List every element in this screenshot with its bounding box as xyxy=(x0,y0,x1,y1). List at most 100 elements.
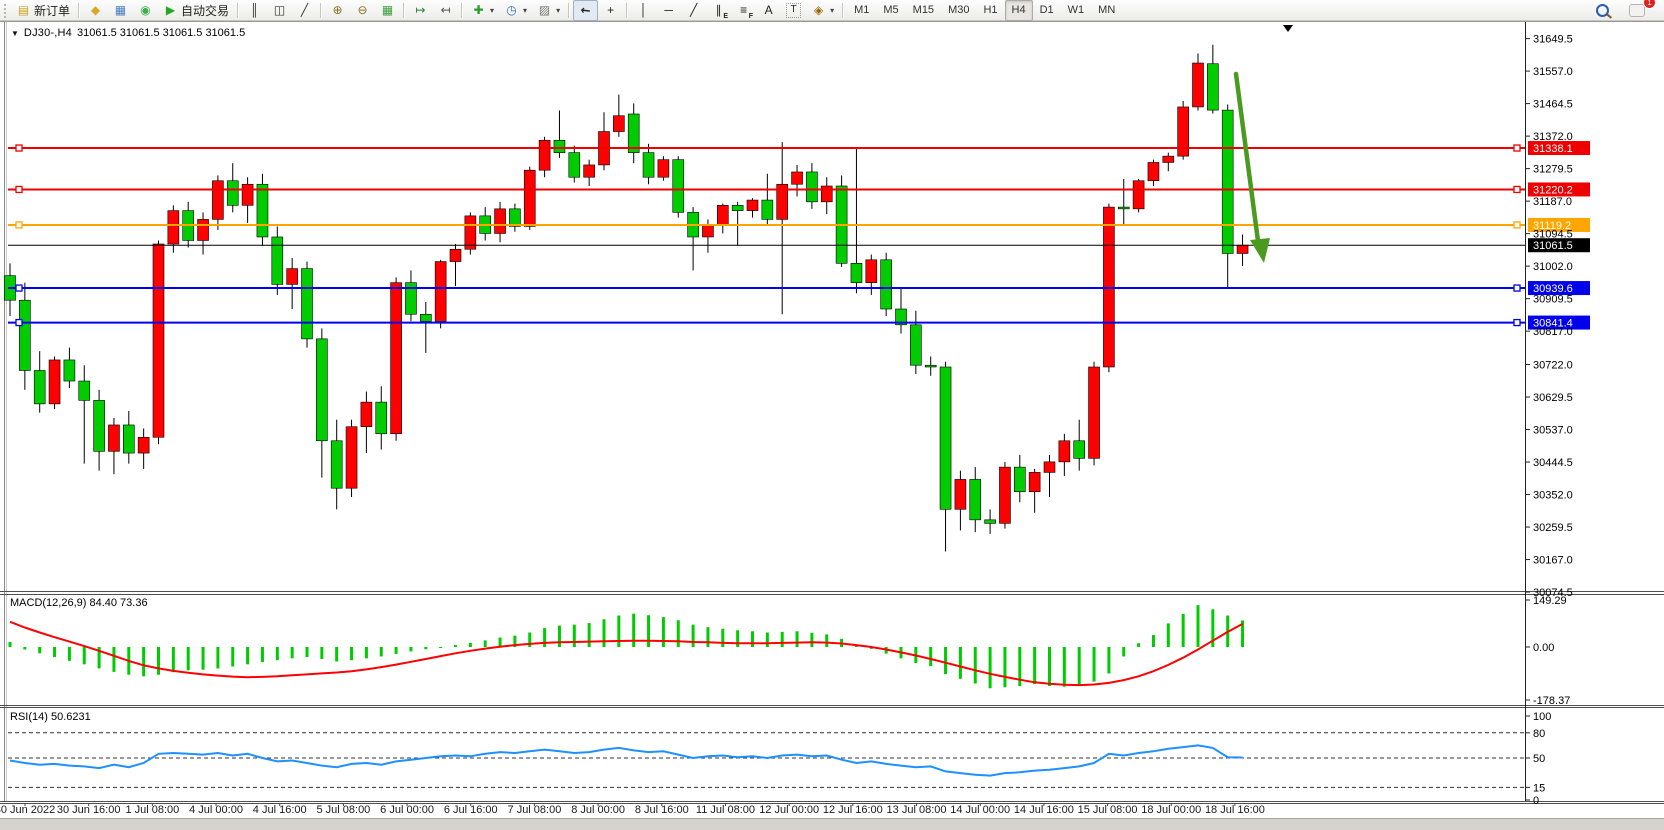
candle-body xyxy=(791,171,803,185)
line-handle[interactable] xyxy=(15,144,23,152)
macd-histogram-bar xyxy=(53,647,57,658)
vertical-line-button[interactable]: │ xyxy=(631,0,656,21)
macd-histogram-bar xyxy=(1151,635,1155,647)
macd-histogram-bar xyxy=(1166,623,1170,647)
macd-histogram-bar xyxy=(1211,609,1215,647)
price-tag: 31119.2 xyxy=(1528,217,1590,232)
date-axis-label: 13 Jul 08:00 xyxy=(887,804,947,816)
horizontal-line-object[interactable] xyxy=(8,221,1525,229)
macd-histogram-bar xyxy=(958,647,962,679)
price-axis-label: 30259.5 xyxy=(1533,522,1573,534)
candle-body xyxy=(78,380,91,401)
zoom-in-button[interactable]: ⊕ xyxy=(325,0,350,21)
timeframe-m5-button[interactable]: M5 xyxy=(883,4,899,16)
macd-histogram-bar xyxy=(82,647,86,665)
text-label-button[interactable]: T xyxy=(781,0,806,21)
timeframe-d1-button[interactable]: D1 xyxy=(1039,4,1054,16)
candles-layer xyxy=(4,44,1249,552)
candle-body xyxy=(1028,472,1041,493)
horizontal-line-object[interactable] xyxy=(8,284,1525,292)
candle-body xyxy=(657,159,670,178)
macd-histogram-bar xyxy=(513,635,517,647)
timeframe-m15-button[interactable]: M15 xyxy=(912,4,935,16)
line-handle[interactable] xyxy=(15,221,23,229)
candle-body xyxy=(449,248,462,262)
macd-histogram-bar xyxy=(142,647,146,677)
price-axis-label: 30722.0 xyxy=(1533,360,1573,372)
auto-scroll-button[interactable]: ↦ xyxy=(408,0,433,21)
macd-histogram-bar xyxy=(602,619,606,647)
date-axis-label: 1 Jul 08:00 xyxy=(125,804,179,816)
date-axis-label: 18 Jul 16:00 xyxy=(1205,804,1265,816)
timeframe-h4-button[interactable]: H4 xyxy=(1004,0,1033,21)
candle-body xyxy=(241,183,254,206)
periods-button[interactable]: ◷ ▾ xyxy=(499,0,532,21)
auto-trading-button[interactable]: ▶ 自动交易 xyxy=(158,0,234,21)
macd-histogram-bar xyxy=(1033,647,1037,685)
macd-histogram-bar xyxy=(1018,647,1022,687)
window-bottom-strip xyxy=(0,818,1664,830)
bar-chart-button[interactable]: ║ xyxy=(242,0,267,21)
line-handle[interactable] xyxy=(15,185,23,194)
macd-histogram-bar xyxy=(305,647,309,658)
horizontal-line-object[interactable] xyxy=(8,144,1525,152)
line-handle[interactable] xyxy=(15,284,23,292)
candle-body xyxy=(568,152,581,178)
templates-button[interactable]: ▨ ▾ xyxy=(532,0,565,21)
macd-histogram-bar xyxy=(409,647,413,652)
line-handle[interactable] xyxy=(15,318,23,327)
macd-histogram-bar xyxy=(364,647,368,659)
arrows-button[interactable]: ◈ ▾ xyxy=(806,0,839,21)
new-order-button[interactable]: ▤ 新订单 xyxy=(11,0,75,21)
crosshair-button[interactable]: + xyxy=(598,0,623,21)
toolbar-separator xyxy=(568,2,571,18)
candle-body xyxy=(1221,109,1234,254)
line-handle[interactable] xyxy=(1513,284,1521,292)
chart-shift-button[interactable]: ↤ xyxy=(433,0,458,21)
equidistant-channel-button[interactable]: ∥ E xyxy=(706,0,731,21)
zoom-in-icon: ⊕ xyxy=(332,3,343,17)
trendline-button[interactable]: ╱ xyxy=(681,0,706,21)
new-chart-button[interactable]: ◆ xyxy=(83,0,108,21)
arrow-annotation[interactable] xyxy=(1233,71,1270,263)
timeframe-m1-button[interactable]: M1 xyxy=(854,4,870,16)
horizontal-line-object[interactable] xyxy=(8,318,1525,327)
timeframe-h1-button[interactable]: H1 xyxy=(983,4,998,16)
line-handle[interactable] xyxy=(1513,318,1521,327)
candlestick-chart-button[interactable]: ◫ xyxy=(267,0,292,21)
date-axis-label: 30 Jun 2022 xyxy=(0,804,55,816)
tile-windows-button[interactable]: ▦ xyxy=(375,0,400,21)
line-handle[interactable] xyxy=(1513,185,1521,194)
search-button[interactable] xyxy=(1591,0,1614,21)
text-button[interactable]: A xyxy=(756,0,781,21)
line-handle[interactable] xyxy=(1513,144,1521,152)
toolbar-drag-handle[interactable] xyxy=(3,2,8,18)
line-chart-button[interactable]: ╱ xyxy=(292,0,317,21)
timeframe-w1-button[interactable]: W1 xyxy=(1067,4,1085,16)
chart-collapse-icon[interactable]: ▼ xyxy=(11,28,19,38)
line-handle[interactable] xyxy=(1513,221,1521,229)
fibonacci-button[interactable]: ≡ F xyxy=(731,0,756,21)
alerts-button[interactable]: 1 xyxy=(1624,0,1656,21)
candle-body xyxy=(999,466,1011,524)
profiles-button[interactable]: ▦ xyxy=(108,0,133,21)
candle-body xyxy=(806,171,818,203)
timeframe-m30-button[interactable]: M30 xyxy=(948,4,970,16)
candle-body xyxy=(1073,440,1085,459)
indicators-button[interactable]: ✚ ▾ xyxy=(466,0,499,21)
market-watch-button[interactable]: ◉ xyxy=(133,0,158,21)
macd-histogram-bar xyxy=(587,623,591,647)
main-toolbar: ▤ 新订单 ◆ ▦ ◉ ▶ 自动交易 ║ ◫ ╱ ⊕ ⊖ ▦ ↦ ↤ ✚ ▾ ◷ ▾ ▨ ▾ ↖ + │ ─ ╱ ∥ E ≡ F A T ◈ ▾ M… xyxy=(0,0,1664,21)
candle-body xyxy=(1088,366,1100,459)
price-tag: 31061.5 xyxy=(1528,238,1590,253)
horizontal-line-button[interactable]: ─ xyxy=(656,0,681,21)
cursor-button[interactable]: ↖ xyxy=(573,0,599,21)
chart-canvas[interactable]: 31338.1 31220.2 31119.2 30939.6 30841.4 31061… xyxy=(0,21,1664,830)
macd-histogram-bar xyxy=(38,647,42,654)
macd-histogram-bar xyxy=(736,630,740,647)
zoom-out-button[interactable]: ⊖ xyxy=(350,0,375,21)
timeframe-mn-button[interactable]: MN xyxy=(1098,4,1116,16)
macd-histogram-bar xyxy=(1241,620,1245,647)
macd-histogram-bar xyxy=(944,647,948,675)
horizontal-line-object[interactable] xyxy=(8,185,1525,194)
